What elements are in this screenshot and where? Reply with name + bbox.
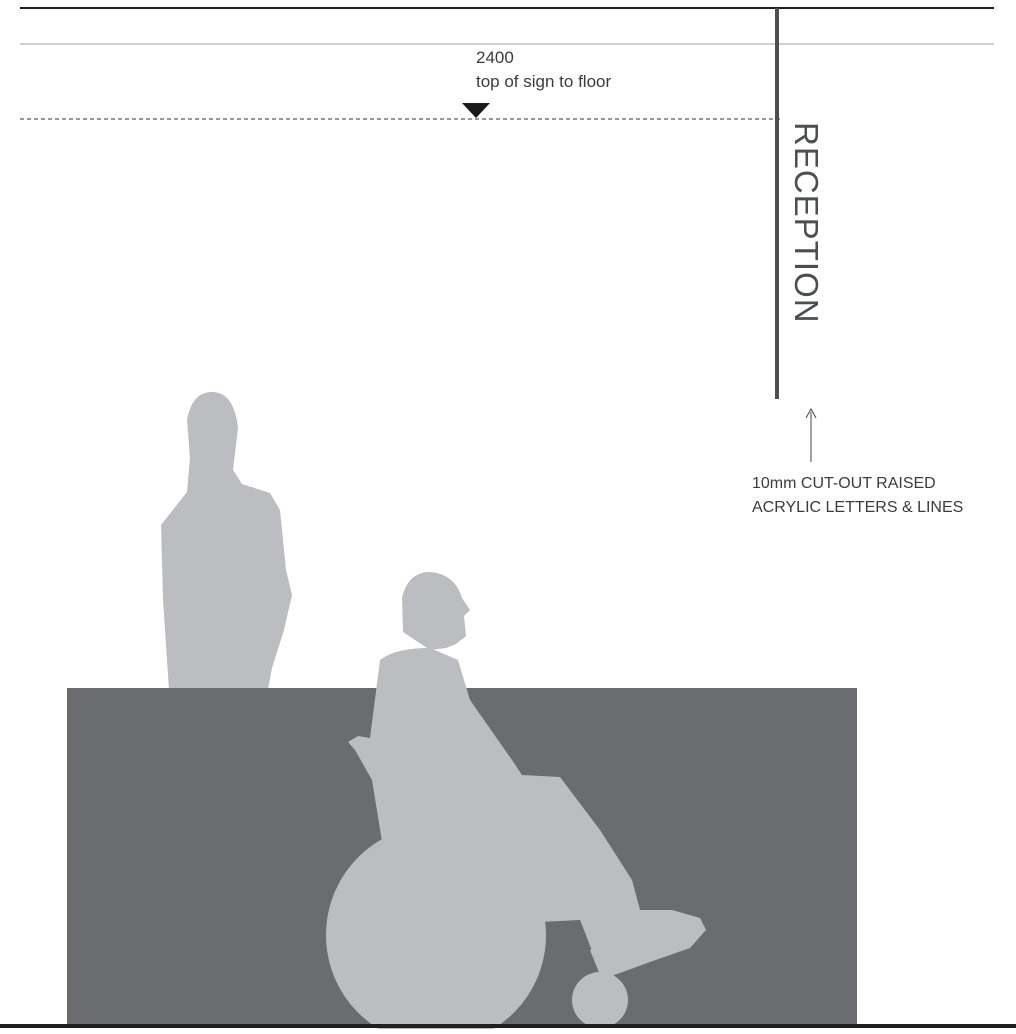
standing-person-silhouette bbox=[161, 392, 292, 690]
reception-sign-text: RECEPTION bbox=[788, 122, 825, 324]
note-line-1: 10mm CUT-OUT RAISED bbox=[752, 475, 936, 492]
sign-line bbox=[775, 8, 779, 399]
dimension-value: 2400 bbox=[476, 48, 514, 67]
note-arrow-icon bbox=[805, 407, 817, 419]
wheelchair-user-silhouette bbox=[326, 572, 706, 1034]
note-line-2: ACRYLIC LETTERS & LINES bbox=[752, 499, 964, 516]
dimension-description: top of sign to floor bbox=[476, 72, 612, 91]
dimension-marker-icon bbox=[462, 103, 490, 118]
